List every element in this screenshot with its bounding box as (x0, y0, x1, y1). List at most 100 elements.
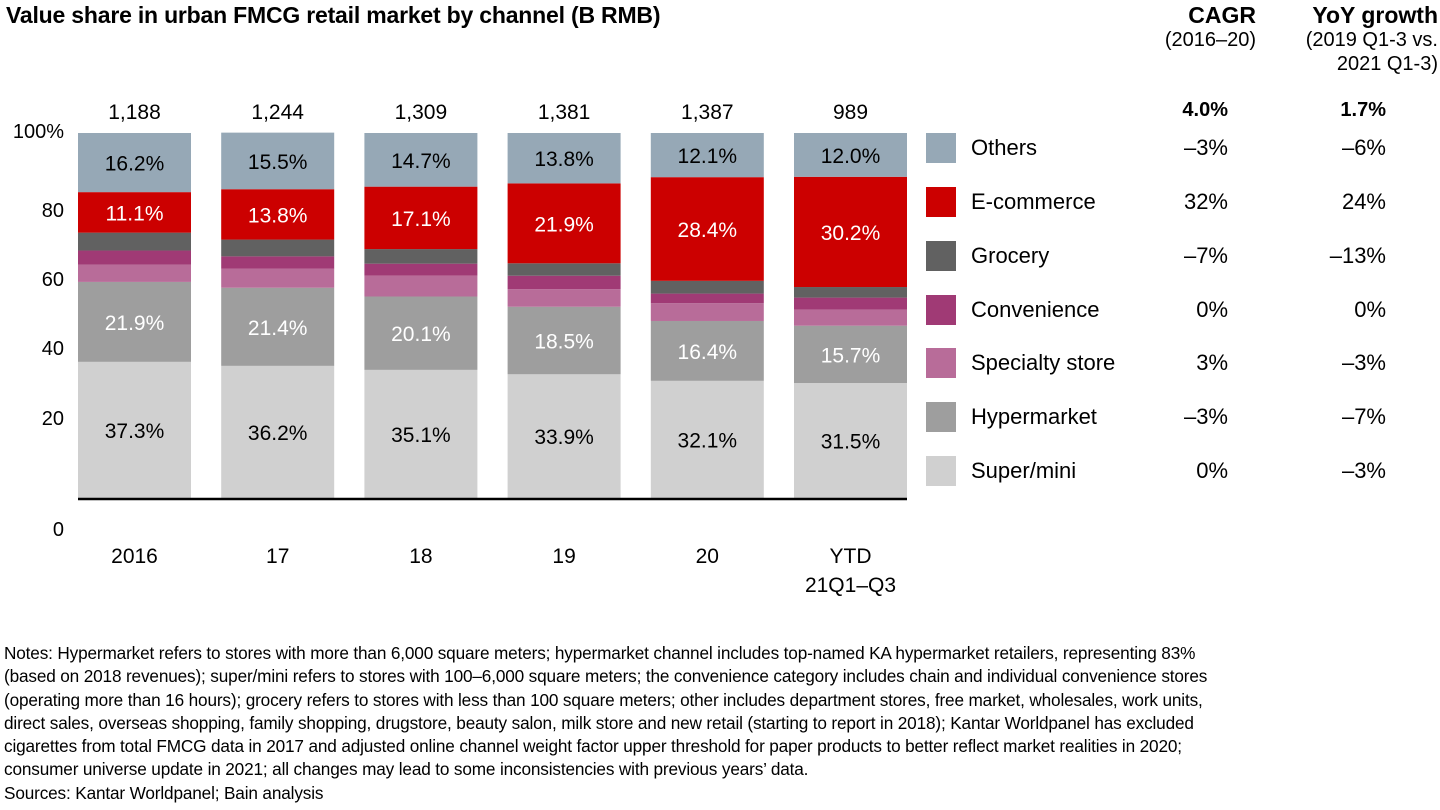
y-tick-label: 40 (42, 338, 64, 360)
x-tick-label: 21Q1–Q3 (805, 574, 896, 597)
bar-segment-grocery (650, 280, 764, 294)
data-label: 11.1% (106, 202, 164, 225)
yoy-value: 0% (1354, 297, 1386, 322)
data-label: 21.9% (105, 312, 165, 335)
cagr-header-subtitle: (2016–20) (1164, 29, 1256, 51)
y-tick-label: 0 (53, 519, 64, 541)
bar-segment-specialty-store (364, 275, 478, 297)
yoy-header-subtitle-2: 2021 Q1-3) (1336, 53, 1438, 75)
legend-label: Grocery (971, 243, 1050, 268)
bar-segment-super-mini (650, 380, 764, 498)
cagr-header-title: CAGR (1188, 2, 1256, 28)
legend-label: Specialty store (971, 350, 1116, 375)
x-tick-label: YTD (830, 545, 872, 568)
yoy-value: –3% (1341, 350, 1386, 375)
bar-segment-convenience (78, 250, 191, 265)
legend-swatch (926, 187, 956, 217)
x-axis: 2016 17 18 19 20 YTD 21Q1–Q3 (78, 497, 907, 597)
bar-segment-e-commerce (221, 189, 335, 240)
legend-row: E-commerce 32% 24% (926, 187, 1426, 217)
yoy-value: –13% (1329, 243, 1386, 268)
bar-segment-grocery (507, 263, 621, 276)
data-label: 36.2% (248, 422, 308, 445)
data-label: 13.8% (534, 148, 594, 171)
bar-total-label: 1,188 (108, 101, 161, 124)
yoy-value: –3% (1341, 458, 1386, 483)
cagr-value: –7% (1183, 243, 1228, 268)
data-label: 15.7% (821, 344, 881, 367)
bar-segment-specialty-store (650, 303, 764, 321)
bar-segment-specialty-store (78, 264, 191, 282)
data-label: 21.4% (248, 317, 308, 340)
legend-swatch (926, 456, 956, 486)
legend-label: Hypermarket (971, 404, 1097, 429)
legend-label: E-commerce (971, 189, 1096, 214)
bar-stack: 35.1% 20.1% 17.1% 14.7% (364, 133, 478, 498)
legend-swatch (926, 402, 956, 432)
bar-segment-hypermarket (221, 287, 335, 366)
bar-segment-others (507, 133, 621, 184)
bar-segment-hypermarket (507, 306, 621, 375)
data-label: 32.1% (678, 429, 738, 452)
cagr-value: 3% (1196, 350, 1228, 375)
bar-segment-e-commerce (650, 177, 764, 281)
y-tick-label: 100% (13, 121, 64, 143)
data-label: 30.2% (821, 222, 881, 245)
cagr-value: –3% (1183, 135, 1228, 160)
bar-segment-super-mini (794, 383, 907, 498)
bar-stack: 37.3% 21.9% 11.1% 16.2% (78, 133, 191, 498)
bar-totals: 1,188 1,244 1,309 1,381 1,387 989 (108, 101, 868, 124)
cagr-value: 32% (1183, 189, 1228, 214)
bar-segment-e-commerce (794, 176, 907, 288)
bar-total-label: 1,309 (395, 101, 448, 124)
notes-line: consumer universe update in 2021; all ch… (4, 759, 809, 780)
data-label: 35.1% (391, 424, 451, 447)
cagr-total: 4.0% (1182, 99, 1228, 121)
stacked-bar-chart: 0 20 40 60 80 100% 37.3% 21.9% 11.1% 16.2% 36.2% 2… (13, 101, 907, 597)
bar-segment-e-commerce (78, 192, 191, 233)
yoy-value: 24% (1341, 189, 1386, 214)
x-tick-label: 19 (552, 545, 575, 568)
bar-segment-super-mini (507, 374, 621, 498)
bar-segment-specialty-store (794, 309, 907, 326)
bar-segment-others (364, 133, 478, 187)
bar-segment-convenience (221, 256, 335, 269)
bars: 37.3% 21.9% 11.1% 16.2% 36.2% 21.4% 13.8% 15.5%… (78, 132, 907, 498)
bar-segment-convenience (364, 263, 478, 276)
legend-swatch (926, 133, 956, 163)
data-label: 12.0% (821, 145, 881, 168)
legend-label: Others (971, 135, 1038, 160)
bar-segment-convenience (650, 293, 764, 304)
bar-segment-super-mini (78, 361, 191, 498)
bar-segment-others (221, 132, 335, 190)
cagr-value: –3% (1183, 404, 1228, 429)
data-label: 15.5% (248, 151, 308, 174)
bar-segment-convenience (507, 275, 621, 290)
legend-row: Hypermarket –3% –7% (926, 402, 1426, 432)
legend-row: Specialty store 3% –3% (926, 348, 1426, 378)
yoy-value: –7% (1341, 404, 1386, 429)
x-tick-label: 17 (266, 545, 289, 568)
notes-line: direct sales, overseas shopping, family … (4, 712, 1194, 733)
legend-swatch (926, 348, 956, 378)
data-label: 17.1% (391, 208, 451, 231)
bar-segment-super-mini (221, 365, 335, 498)
notes-line: (operating more than 16 hours); grocery … (4, 689, 1203, 710)
yoy-header-subtitle-1: (2019 Q1-3 vs. (1305, 29, 1438, 51)
yoy-value: –6% (1341, 135, 1386, 160)
bar-segment-grocery (794, 287, 907, 298)
bar-total-label: 1,381 (538, 101, 591, 124)
bar-stack: 32.1% 16.4% 28.4% 12.1% (650, 133, 764, 498)
data-label: 21.9% (534, 213, 594, 236)
y-tick-label: 80 (42, 200, 64, 222)
notes-line: cigarettes from total FMCG data in 2017 … (4, 736, 1182, 757)
bar-total-label: 989 (833, 101, 868, 124)
x-tick-label: 18 (409, 545, 432, 568)
bar-segment-others (794, 133, 907, 177)
cagr-value: 0% (1196, 458, 1228, 483)
bar-segment-grocery (364, 249, 478, 264)
data-label: 33.9% (534, 426, 594, 449)
legend-swatch (926, 295, 956, 325)
bar-total-label: 1,244 (251, 101, 304, 124)
bar-segment-grocery (221, 239, 335, 257)
